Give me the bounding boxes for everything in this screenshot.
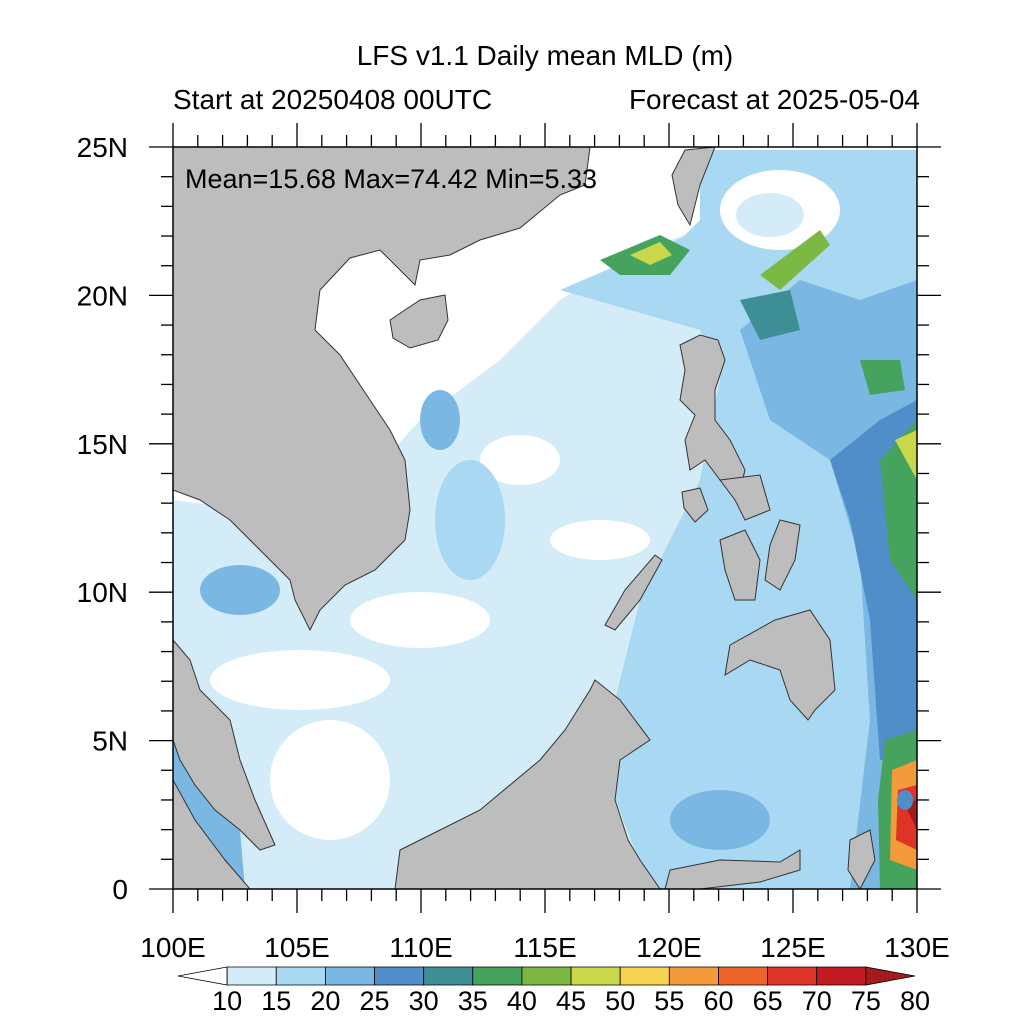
colorbar-label: 10 xyxy=(212,986,242,1016)
colorbar-label: 55 xyxy=(654,986,684,1016)
lon-label: 105E xyxy=(264,932,329,963)
lon-label: 100E xyxy=(140,932,205,963)
map-title: LFS v1.1 Daily mean MLD (m) xyxy=(356,40,734,71)
lat-label: 15N xyxy=(77,429,128,460)
colorbar-label: 45 xyxy=(556,986,586,1016)
lon-label: 125E xyxy=(760,932,825,963)
lat-label: 5N xyxy=(92,726,128,757)
lon-label: 110E xyxy=(389,932,452,963)
colorbar-label: 15 xyxy=(261,986,291,1016)
colorbar-swatch xyxy=(767,966,818,986)
axis-ticks xyxy=(149,123,941,913)
colorbar-swatch xyxy=(865,966,916,986)
stats-label: Mean=15.68 Max=74.42 Min=5.33 xyxy=(185,164,597,194)
colorbar-label: 60 xyxy=(703,986,733,1016)
lon-label: 130E xyxy=(884,932,949,963)
land-masses xyxy=(173,147,876,889)
lat-label: 0 xyxy=(112,874,128,905)
lat-label: 10N xyxy=(77,577,128,608)
start-time-label: Start at 20250408 00UTC xyxy=(173,84,493,115)
colorbar-label: 35 xyxy=(458,986,488,1016)
colorbar-swatch xyxy=(718,966,768,986)
colorbar-label: 80 xyxy=(900,986,930,1016)
colorbar-label: 65 xyxy=(753,986,783,1016)
colorbar-swatch xyxy=(423,966,474,986)
colorbar-swatch xyxy=(816,966,867,986)
lon-label: 115E xyxy=(513,932,576,963)
colorbar-label: 20 xyxy=(310,986,340,1016)
colorbar: 10 15 20 25 30 35 40 45 50 55 60 65 70 75 80 xyxy=(177,966,930,1016)
colorbar-swatch xyxy=(226,966,277,986)
lat-label: 25N xyxy=(77,132,128,163)
colorbar-swatch xyxy=(177,966,228,986)
lat-label: 20N xyxy=(77,280,128,311)
colorbar-label: 50 xyxy=(605,986,635,1016)
colorbar-label: 25 xyxy=(360,986,390,1016)
colorbar-swatch xyxy=(619,966,670,986)
colorbar-swatch xyxy=(521,966,572,986)
colorbar-swatch xyxy=(325,966,375,986)
colorbar-label: 40 xyxy=(507,986,537,1016)
map-field xyxy=(173,147,917,889)
colorbar-swatch xyxy=(570,966,621,986)
colorbar-swatch xyxy=(472,966,523,986)
colorbar-swatch xyxy=(374,966,425,986)
colorbar-label: 75 xyxy=(851,986,881,1016)
lon-label: 120E xyxy=(636,932,701,963)
colorbar-swatch xyxy=(275,966,326,986)
colorbar-swatch xyxy=(668,966,719,986)
colorbar-label: 70 xyxy=(802,986,832,1016)
colorbar-label: 30 xyxy=(409,986,439,1016)
forecast-time-label: Forecast at 2025-05-04 xyxy=(628,84,920,115)
axis-tick-labels: 100E 105E 110E 115E 120E 125E 130E 0 5N 10N 15N 20N… xyxy=(77,132,950,963)
